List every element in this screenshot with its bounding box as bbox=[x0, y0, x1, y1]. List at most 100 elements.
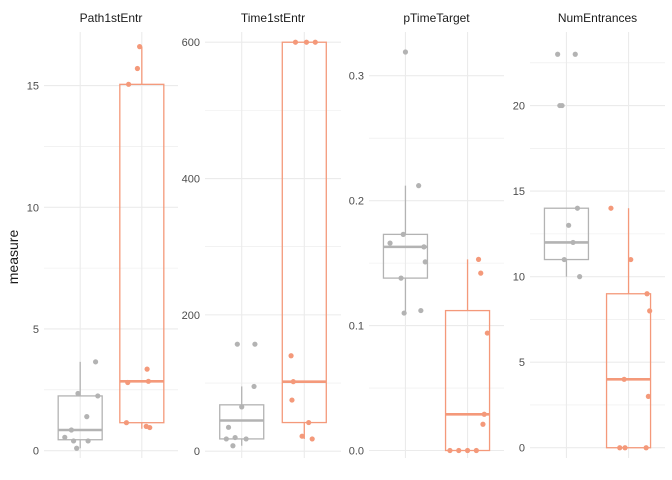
data-point bbox=[289, 397, 295, 403]
data-point bbox=[68, 427, 74, 433]
data-point bbox=[234, 341, 240, 347]
data-point bbox=[484, 330, 490, 336]
box-group-0 bbox=[57, 359, 103, 451]
data-point bbox=[145, 378, 152, 384]
data-point bbox=[577, 274, 583, 280]
data-point bbox=[570, 239, 576, 246]
data-point bbox=[416, 183, 422, 189]
data-point bbox=[312, 39, 318, 45]
data-point bbox=[401, 310, 407, 316]
data-point bbox=[478, 270, 484, 276]
box-group-0 bbox=[382, 49, 429, 316]
data-point bbox=[70, 438, 77, 444]
data-point bbox=[232, 434, 238, 441]
panel-2: 0.0 0.1 0.2 0.3 pTimeTarget bbox=[349, 11, 504, 458]
data-point bbox=[421, 244, 427, 250]
data-point bbox=[398, 275, 404, 281]
data-point bbox=[572, 51, 578, 57]
data-point bbox=[644, 291, 650, 297]
box-group-0 bbox=[543, 51, 590, 280]
data-point bbox=[475, 256, 482, 262]
data-point bbox=[123, 420, 130, 426]
panel-3: 0 5 10 15 20 NumEntrances bbox=[513, 11, 665, 458]
data-point bbox=[559, 102, 565, 109]
data-point bbox=[239, 404, 245, 410]
y-tick-label: 0.3 bbox=[349, 71, 364, 83]
box-group-1 bbox=[119, 44, 165, 431]
data-point bbox=[230, 443, 236, 449]
data-point bbox=[418, 307, 424, 314]
box-iqr bbox=[119, 83, 165, 424]
data-point bbox=[566, 222, 572, 228]
data-point bbox=[92, 359, 99, 365]
y-tick-label: 0.0 bbox=[349, 446, 364, 458]
box-iqr bbox=[57, 395, 103, 441]
data-point bbox=[126, 81, 132, 87]
data-point bbox=[292, 39, 299, 45]
y-tick-label: 15 bbox=[27, 81, 39, 93]
y-tick-label: 0 bbox=[33, 446, 39, 458]
y-tick-label: 400 bbox=[182, 174, 200, 186]
y-tick-label: 200 bbox=[182, 310, 200, 322]
data-point bbox=[481, 411, 487, 417]
data-point bbox=[147, 424, 153, 431]
data-point bbox=[561, 256, 567, 263]
data-point bbox=[243, 436, 249, 442]
panel-title: Path1stEntr bbox=[80, 11, 143, 25]
data-point bbox=[85, 438, 91, 444]
data-point bbox=[422, 259, 428, 265]
data-point bbox=[456, 447, 462, 454]
data-point bbox=[303, 39, 310, 45]
data-point bbox=[464, 447, 471, 454]
data-point bbox=[608, 205, 614, 211]
data-point bbox=[628, 256, 634, 263]
data-point bbox=[621, 376, 627, 382]
panel-title: pTimeTarget bbox=[403, 11, 470, 25]
data-point bbox=[290, 379, 296, 385]
y-tick-label: 0.2 bbox=[349, 196, 364, 208]
data-point bbox=[309, 436, 315, 442]
data-point bbox=[574, 205, 581, 211]
data-point bbox=[84, 414, 90, 420]
box-iqr bbox=[605, 293, 652, 449]
data-point bbox=[402, 49, 409, 55]
y-tick-label: 10 bbox=[27, 202, 39, 214]
data-point bbox=[223, 436, 229, 442]
data-point bbox=[555, 51, 561, 57]
data-point bbox=[645, 393, 651, 400]
y-tick-label: 0.1 bbox=[349, 321, 364, 333]
data-point bbox=[144, 366, 150, 372]
data-point bbox=[299, 433, 305, 439]
box-group-0 bbox=[219, 341, 265, 449]
panel-title: Time1stEntr bbox=[241, 11, 305, 25]
data-point bbox=[288, 353, 294, 359]
box-group-1 bbox=[605, 205, 653, 451]
y-tick-label: 20 bbox=[513, 101, 525, 113]
y-tick-label: 10 bbox=[513, 272, 525, 284]
data-point bbox=[252, 341, 258, 347]
box-group-1 bbox=[444, 256, 491, 454]
panel-0: 0 5 10 15 Path1stEntr bbox=[27, 11, 178, 458]
data-point bbox=[62, 434, 68, 440]
data-point bbox=[251, 383, 257, 390]
data-point bbox=[617, 445, 623, 451]
data-point bbox=[225, 424, 232, 430]
data-point bbox=[387, 240, 393, 246]
data-point bbox=[306, 419, 312, 426]
data-point bbox=[647, 308, 653, 314]
panel-title: NumEntrances bbox=[558, 11, 637, 25]
data-point bbox=[134, 65, 141, 72]
panel-1: 0 200 400 600 Time1stEntr bbox=[182, 11, 341, 458]
data-point bbox=[473, 447, 479, 454]
data-point bbox=[125, 379, 131, 386]
y-tick-label: 600 bbox=[182, 37, 200, 49]
data-point bbox=[137, 44, 143, 50]
data-point bbox=[447, 447, 453, 454]
data-point bbox=[480, 421, 486, 427]
data-point bbox=[74, 445, 80, 451]
data-point bbox=[400, 231, 406, 237]
y-tick-label: 0 bbox=[194, 446, 200, 458]
y-tick-label: 5 bbox=[519, 357, 525, 369]
data-point bbox=[643, 445, 649, 451]
